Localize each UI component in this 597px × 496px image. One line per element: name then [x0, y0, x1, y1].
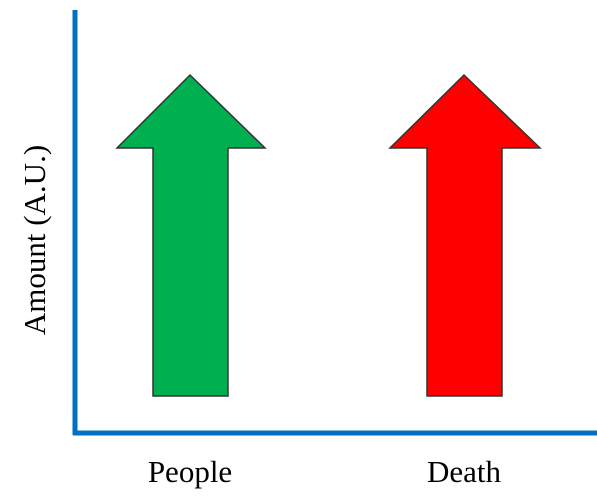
category-label: Death [427, 454, 502, 489]
up-arrow-red [388, 73, 542, 397]
y-axis-label: Amount (A.U.) [17, 145, 52, 335]
category-label: People [148, 454, 232, 489]
up-arrow-green [115, 73, 267, 397]
